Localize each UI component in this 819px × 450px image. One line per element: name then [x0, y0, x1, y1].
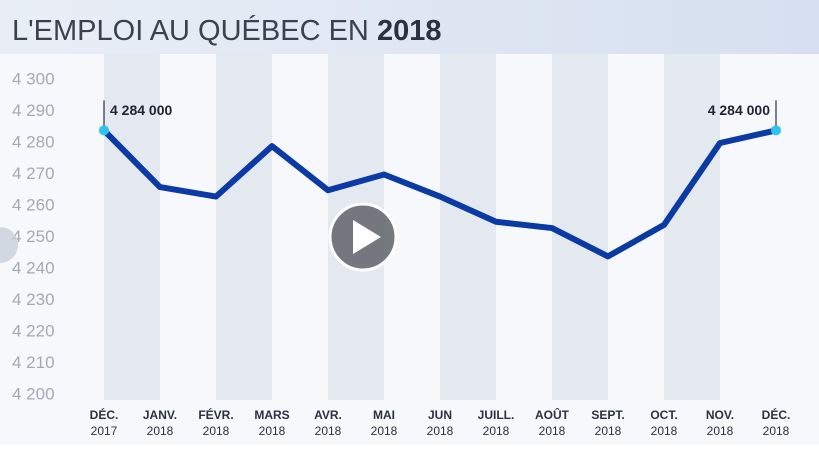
column-band [216, 54, 272, 400]
x-tick-label: DÉC. [762, 407, 791, 422]
y-tick-label: 4 270 [12, 164, 55, 183]
y-tick-label: 4 210 [12, 353, 55, 372]
y-tick-label: 4 240 [12, 258, 55, 277]
title-text: L'EMPLOI AU QUÉBEC EN [12, 14, 369, 47]
x-tick-year: 2018 [427, 424, 454, 438]
x-tick-year: 2018 [315, 424, 342, 438]
x-tick-label: SEPT. [591, 408, 624, 422]
x-tick-year: 2018 [483, 424, 510, 438]
value-label: 4 284 000 [708, 102, 770, 118]
x-tick-label: AOÛT [535, 407, 570, 422]
y-tick-label: 4 250 [12, 227, 55, 246]
end-marker [99, 125, 109, 136]
x-tick-year: 2018 [259, 424, 286, 438]
y-tick-label: 4 230 [12, 290, 55, 309]
y-tick-label: 4 300 [12, 69, 55, 88]
x-tick-label: DÉC. [90, 407, 119, 422]
end-marker [771, 125, 781, 136]
x-tick-year: 2017 [91, 424, 118, 438]
y-tick-label: 4 260 [12, 195, 55, 214]
x-tick-label: AVR. [314, 408, 342, 422]
x-tick-label: MARS [254, 408, 289, 422]
y-tick-label: 4 200 [12, 384, 55, 403]
x-tick-year: 2018 [371, 424, 398, 438]
x-tick-year: 2018 [595, 424, 622, 438]
x-tick-year: 2018 [539, 424, 566, 438]
x-tick-year: 2018 [707, 424, 734, 438]
x-tick-label: FÉVR. [198, 407, 233, 422]
plot: 4 200 4 210 4 220 4 230 4 240 4 250 4 260 4 270… [12, 69, 791, 438]
title-year: 2018 [377, 15, 442, 47]
x-tick-year: 2018 [763, 424, 790, 438]
play-icon[interactable] [353, 220, 381, 254]
x-tick-label: JUN [428, 408, 452, 422]
y-tick-label: 4 290 [12, 101, 55, 120]
x-tick-label: JUILL. [478, 408, 515, 422]
x-tick-year: 2018 [203, 424, 230, 438]
side-button[interactable] [0, 227, 18, 263]
x-tick-year: 2018 [651, 424, 678, 438]
x-tick-label: MAI [373, 408, 395, 422]
y-tick-label: 4 220 [12, 321, 55, 340]
title-bar [0, 0, 819, 54]
column-band [664, 54, 720, 400]
column-band [552, 54, 608, 400]
x-tick-label: OCT. [650, 408, 677, 422]
column-band [440, 54, 496, 400]
value-label: 4 284 000 [110, 102, 172, 118]
data-line [101, 127, 779, 260]
chart-title: L'EMPLOI AU QUÉBEC EN 2018 [12, 14, 441, 47]
play-button[interactable] [328, 202, 398, 272]
x-tick-label: NOV. [706, 408, 734, 422]
column-bands [104, 54, 720, 400]
x-tick-year: 2018 [147, 424, 174, 438]
column-band [104, 54, 160, 400]
y-tick-label: 4 280 [12, 132, 55, 151]
x-tick-label: JANV. [143, 408, 177, 422]
